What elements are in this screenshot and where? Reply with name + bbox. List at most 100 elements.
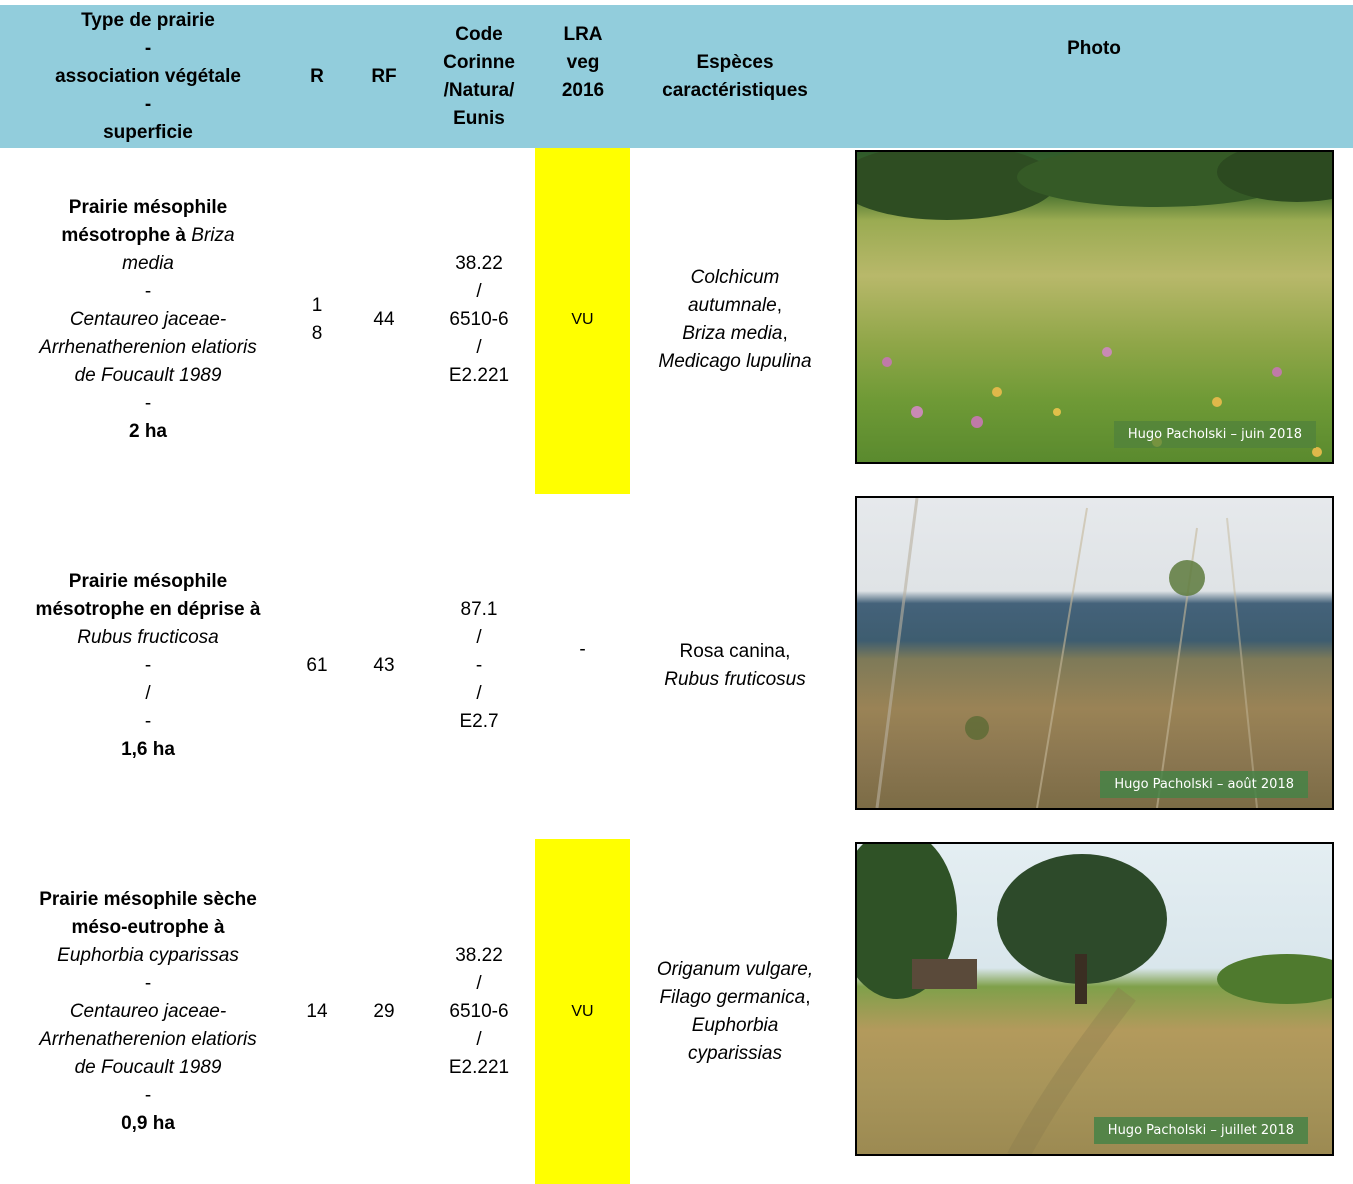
header-lra-line: LRA xyxy=(563,23,603,45)
type-line: méso-eutrophe à xyxy=(71,917,225,938)
type-line: de Foucault 1989 xyxy=(74,365,222,386)
header-code: Code Corinne /Natura/ Eunis xyxy=(428,5,530,148)
header-type-line: - xyxy=(144,37,152,59)
code-line: / xyxy=(476,1029,482,1050)
code-line: / xyxy=(476,973,482,994)
species: Filago germanica, xyxy=(659,984,810,1012)
type-line: - xyxy=(144,281,152,302)
tree-meadow-photo-art xyxy=(857,844,1332,1154)
type-line: Euphorbia cyparissas xyxy=(57,945,239,966)
row3-code: 38.22 / 6510-6 / E2.221 xyxy=(428,842,530,1182)
header-rf: RF xyxy=(371,65,397,87)
type-text: mésotrophe à xyxy=(61,225,192,246)
scrubland-photo: Hugo Pacholski – août 2018 xyxy=(855,496,1334,810)
photo-credit: Hugo Pacholski – juin 2018 xyxy=(1113,421,1316,448)
species: Euphorbia xyxy=(691,1015,779,1036)
type-line: - xyxy=(144,1085,152,1106)
type-line: de Foucault 1989 xyxy=(74,1057,222,1078)
header-code-line: /Natura/ xyxy=(443,79,515,101)
type-line: Arrhenatherenion elatioris xyxy=(39,337,257,358)
code-line: - xyxy=(475,655,483,676)
species: Origanum vulgare, xyxy=(656,959,814,980)
row1-r: 1 8 xyxy=(296,150,338,490)
header-code-line: Code xyxy=(455,23,503,45)
lra-highlight xyxy=(535,839,630,1184)
row1-lra: VU xyxy=(571,311,594,328)
code-line: 38.22 xyxy=(455,253,503,274)
type-line: mésotrophe à Briza xyxy=(61,222,234,250)
header-code-line: Corinne xyxy=(443,51,515,73)
type-line: - xyxy=(144,655,152,676)
type-line: Prairie mésophile xyxy=(68,197,228,218)
header-lra-line: 2016 xyxy=(561,79,605,101)
lra-highlight xyxy=(535,148,630,494)
code-line: 6510-6 xyxy=(449,309,509,330)
type-line: Rubus fructicosa xyxy=(77,627,219,648)
header-type: Type de prairie - association végétale -… xyxy=(0,5,296,148)
meadow-photo-art xyxy=(857,152,1332,457)
type-line: Centaureo jaceae- xyxy=(69,309,227,330)
species: Colchicum xyxy=(690,267,780,288)
header-r: R xyxy=(310,65,324,87)
row1-type: Prairie mésophile mésotrophe à Briza med… xyxy=(0,150,296,490)
species: Medicago lupulina xyxy=(658,351,812,372)
row1-especes: Colchicum autumnale, Briza media, Medica… xyxy=(640,150,830,490)
header-especes-line: caractéristiques xyxy=(662,79,808,101)
code-line: / xyxy=(476,281,482,302)
code-line: E2.7 xyxy=(459,711,499,732)
row2-especes: Rosa canina, Rubus fruticosus xyxy=(640,496,830,836)
type-line: - xyxy=(144,393,152,414)
code-line: / xyxy=(476,337,482,358)
code-line: E2.221 xyxy=(448,1057,510,1078)
r-value: 8 xyxy=(311,323,323,344)
species-text: , xyxy=(782,323,788,344)
surface: 1,6 ha xyxy=(121,739,175,760)
scrubland-photo-art xyxy=(875,498,1258,808)
header-lra-line: veg xyxy=(566,51,600,73)
meadow-photo: Hugo Pacholski – juin 2018 xyxy=(855,150,1334,464)
photo-credit: Hugo Pacholski – juillet 2018 xyxy=(1093,1117,1308,1144)
row1-rf: 44 xyxy=(373,309,395,330)
tree-meadow-photo: Hugo Pacholski – juillet 2018 xyxy=(855,842,1334,1156)
species-text: , xyxy=(805,987,811,1008)
row2-rf: 43 xyxy=(373,655,395,676)
species-text: Filago germanica xyxy=(659,987,806,1008)
code-line: 38.22 xyxy=(455,945,503,966)
header-photo: Photo xyxy=(1067,37,1121,59)
surface: 2 ha xyxy=(128,421,168,442)
header-type-line: Type de prairie xyxy=(81,9,215,31)
species-text: autumnale xyxy=(687,295,777,316)
code-line: E2.221 xyxy=(448,365,510,386)
species: cyparissias xyxy=(688,1043,782,1064)
code-line: / xyxy=(476,683,482,704)
species: Rubus fruticosus xyxy=(664,669,806,690)
header-type-line: superficie xyxy=(103,121,193,143)
header-type-line: association végétale xyxy=(55,65,241,87)
species-text: Briza media xyxy=(682,323,783,344)
row1-code: 38.22 / 6510-6 / E2.221 xyxy=(428,150,530,490)
species: Briza media, xyxy=(682,320,788,348)
code-line: 87.1 xyxy=(460,599,498,620)
type-line: - xyxy=(144,711,152,732)
type-line: / xyxy=(145,683,151,704)
row2-type: Prairie mésophile mésotrophe en déprise … xyxy=(0,496,296,836)
header-type-line: - xyxy=(144,93,152,115)
row2-lra: - xyxy=(579,639,586,660)
row3-especes: Origanum vulgare, Filago germanica, Euph… xyxy=(640,842,830,1182)
species: autumnale, xyxy=(688,292,782,320)
type-line: mésotrophe en déprise à xyxy=(35,599,261,620)
surface: 0,9 ha xyxy=(121,1113,175,1134)
row2-code: 87.1 / - / E2.7 xyxy=(428,496,530,836)
row2-r: 61 xyxy=(306,655,328,676)
type-text: Briza xyxy=(191,225,235,246)
species-text: , xyxy=(776,295,782,316)
type-line: Arrhenatherenion elatioris xyxy=(39,1029,257,1050)
header-code-line: Eunis xyxy=(453,107,505,129)
photo-credit: Hugo Pacholski – août 2018 xyxy=(1100,771,1308,798)
row3-lra: VU xyxy=(571,1003,594,1020)
r-value: 1 xyxy=(311,295,323,316)
header-especes: Espèces caractéristiques xyxy=(640,5,830,148)
type-line: Centaureo jaceae- xyxy=(69,1001,227,1022)
table-header: Type de prairie - association végétale -… xyxy=(0,5,1353,148)
code-line: / xyxy=(476,627,482,648)
